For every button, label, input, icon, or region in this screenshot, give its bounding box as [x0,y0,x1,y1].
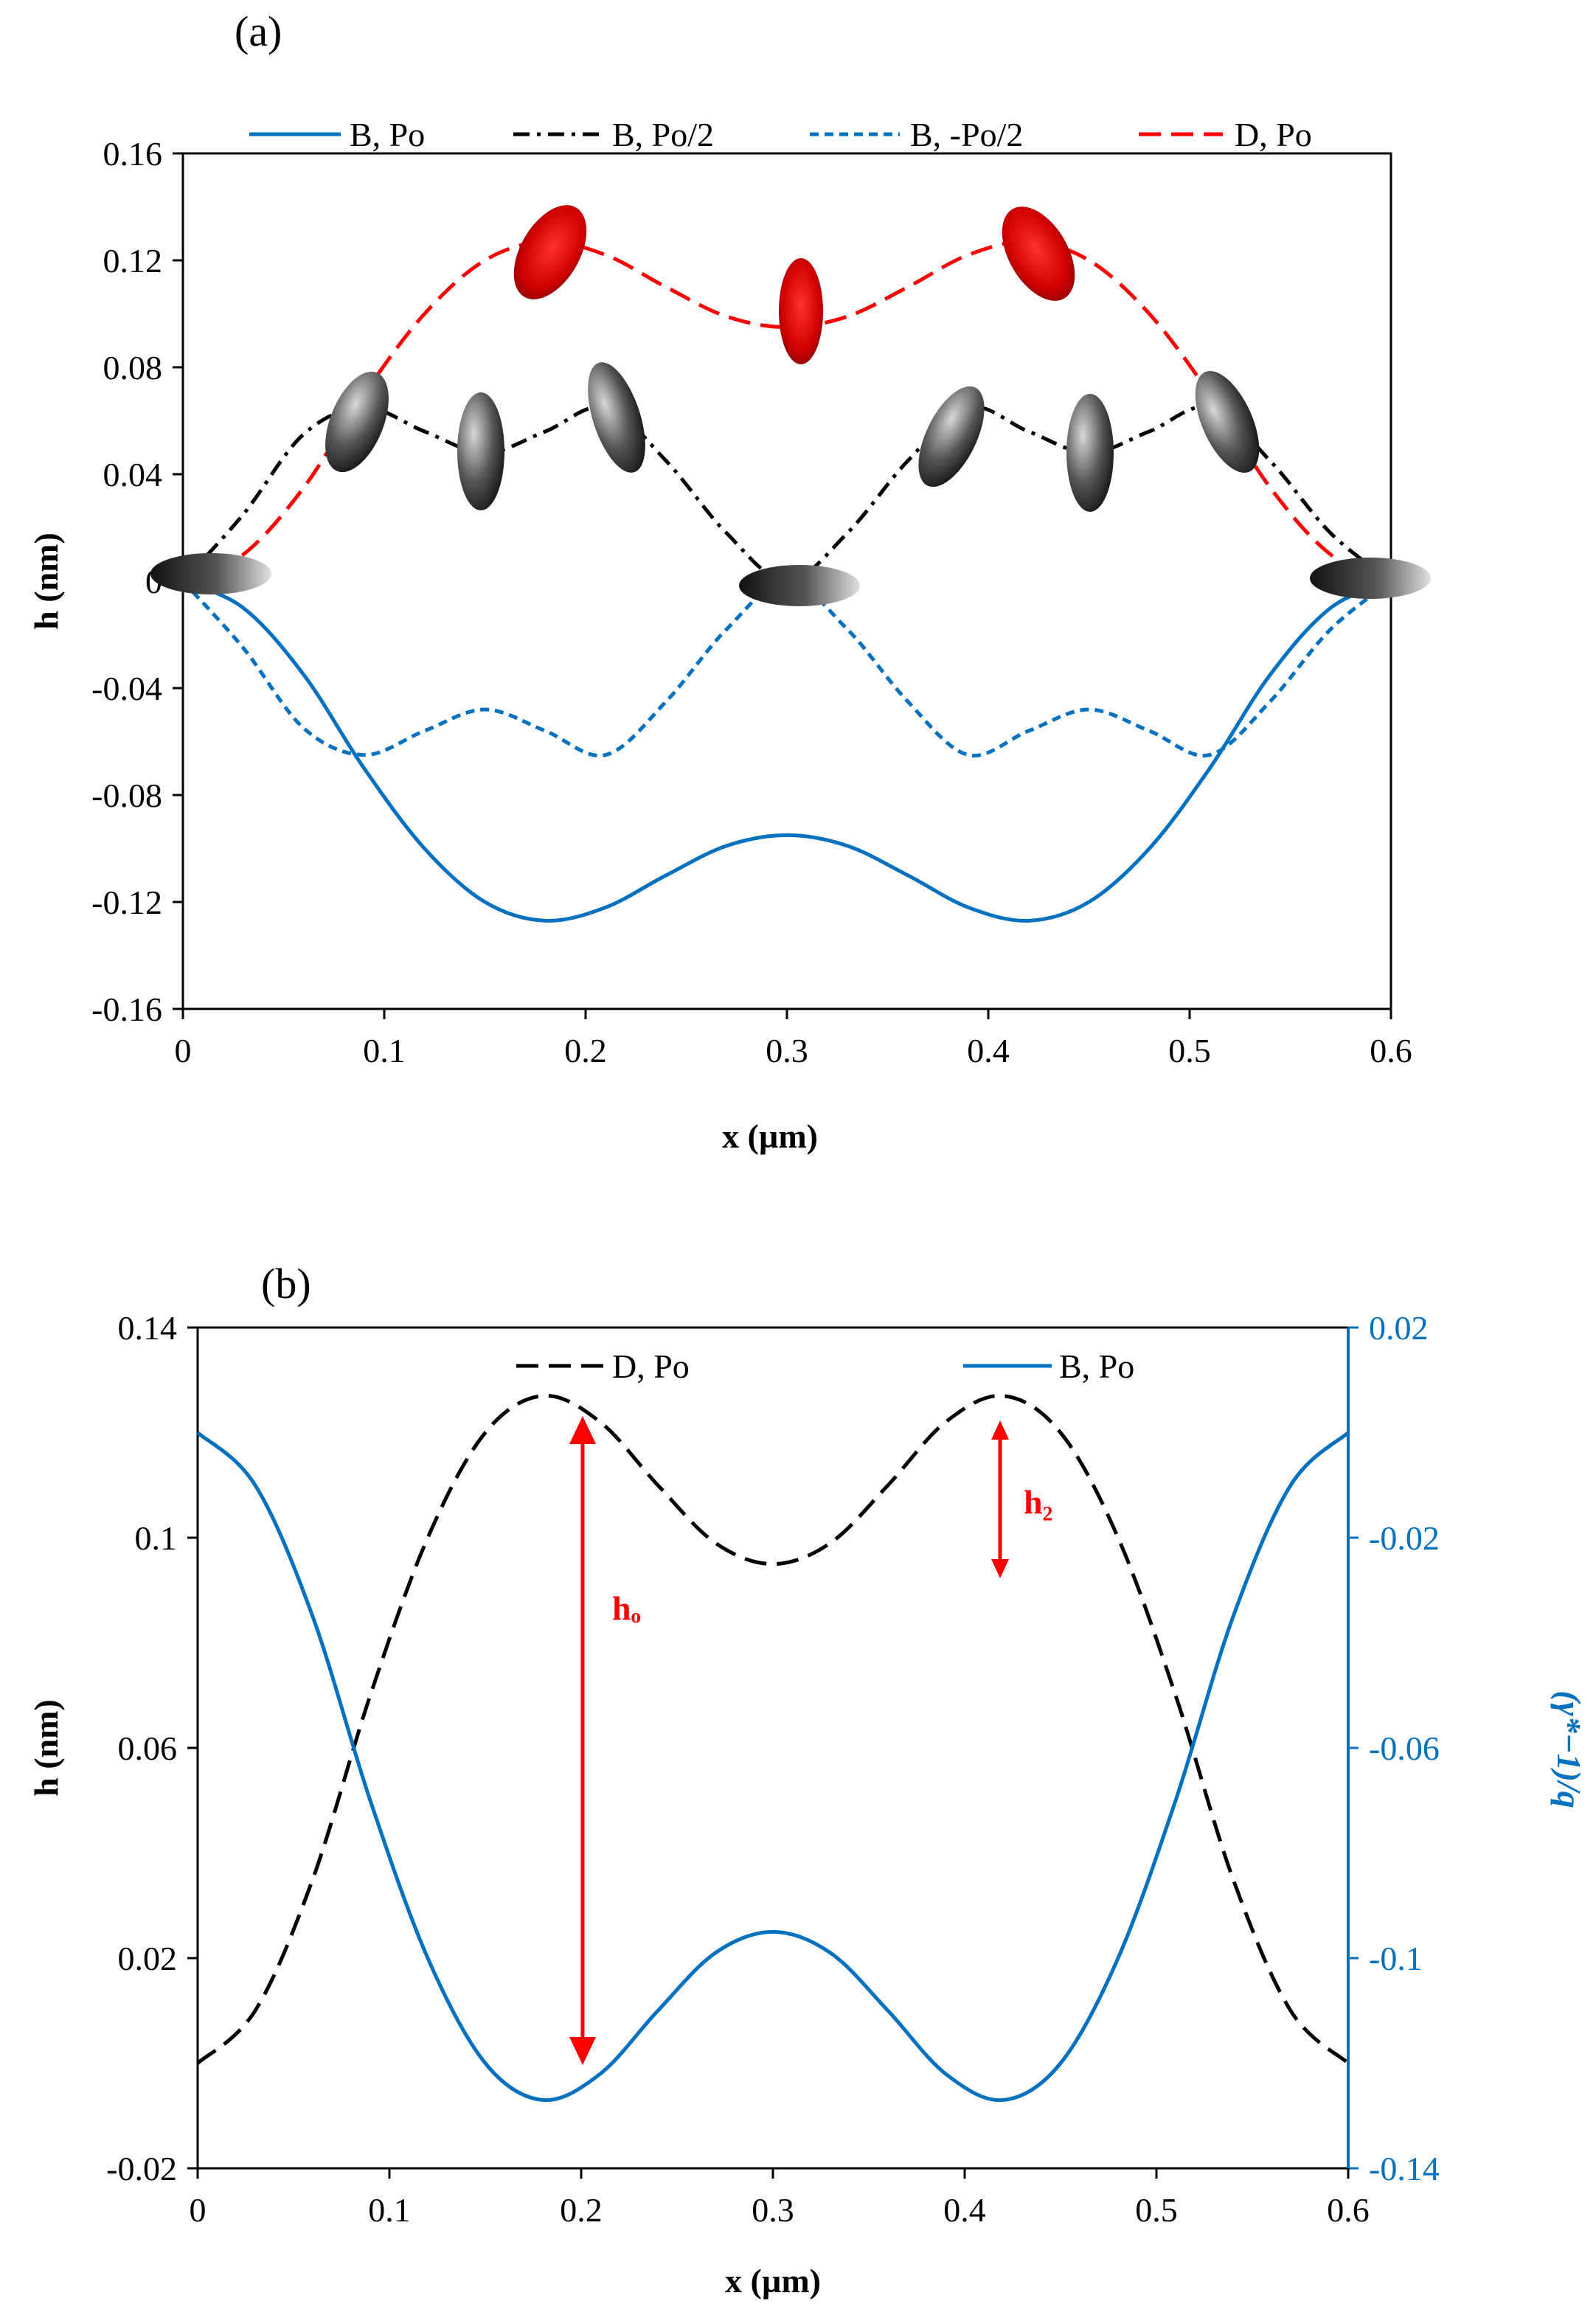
y-tick-label: -0.16 [91,990,162,1028]
x-tick-label: 0.3 [752,2191,794,2229]
molecule-tilted [1195,370,1260,473]
molecule-upright [1066,394,1114,512]
h2-arrow-head-up [991,1420,1009,1440]
molecule-flat [739,565,860,606]
y-tick-label: 0.14 [118,1309,178,1347]
y-tick-label: 0.1 [135,1519,178,1557]
panel-a-x-axis-title: x (µm) [722,1117,818,1155]
molecule-red [779,258,823,364]
y-tick-label: 0.04 [103,456,163,493]
series-line-b-po [181,579,1392,923]
panel-b-label: (b) [261,1260,311,1308]
panel-b-annotations: hₒ h₂ [569,1416,1052,2065]
panel-a-x-ticks: 0 0.1 0.2 0.3 0.4 0.5 0.6 [175,1009,1412,1069]
molecule-flat [1310,558,1431,599]
panel-a-label: (a) [235,7,282,55]
y-tick-label: 0.08 [103,349,163,386]
molecule-tilted [918,386,985,487]
series-line-b-po [196,1431,1350,2103]
h2-label: h₂ [1024,1483,1052,1521]
y-tick-label: 0.16 [103,135,163,173]
legend-a-label-b-po: B, Po [350,116,425,153]
h2-arrow-head-down [991,1559,1009,1578]
x-tick-label: 0 [190,2191,207,2229]
h0-arrow-head-up [569,1416,596,1444]
y-tick-label: 0.02 [118,1940,178,1977]
y2-tick-label: -0.02 [1369,1519,1440,1557]
legend-a-label-d-po: D, Po [1235,116,1312,153]
panel-b-plot-frame [196,1326,1350,2170]
panel-b-y2-ticks: 0.02 -0.02 -0.06 -0.1 -0.14 [1348,1309,1440,2187]
molecule-red [1002,207,1075,301]
y-tick-label: -0.04 [91,670,162,707]
series-line-b-po-2 [181,579,1392,758]
x-tick-label: 0.5 [1168,1032,1211,1069]
x-tick-label: 0.6 [1327,2191,1370,2229]
h0-arrow-head-down [569,2037,596,2065]
panel-a-molecules [150,205,1431,606]
x-tick-label: 0.1 [363,1032,406,1069]
x-tick-label: 0.3 [766,1032,808,1069]
y-tick-label: -0.02 [106,2150,177,2187]
y2-tick-label: -0.1 [1369,1940,1423,1977]
series-line-d-po [196,1393,1350,2065]
panel-b-y2-axis-title: (γ*−1)/q [1550,1690,1588,1808]
panel-b-y-ticks: 0.14 0.1 0.06 0.02 -0.02 [106,1309,198,2187]
legend-a-label-b-neg-po2: B, -Po/2 [910,116,1023,153]
x-tick-label: 0.1 [368,2191,411,2229]
x-tick-label: 0 [175,1032,192,1069]
x-tick-label: 0.4 [967,1032,1010,1069]
y2-tick-label: 0.02 [1369,1309,1429,1347]
x-tick-label: 0.4 [943,2191,986,2229]
panel-a: (a) B, Po B, Po/2 B, -Po/2 D, Po 0.16 0.1… [27,7,1431,1155]
molecule-tilted [588,362,645,473]
molecule-red [513,205,587,299]
legend-b-label-d-po: D, Po [612,1347,690,1385]
legend-b-label-b-po: B, Po [1059,1347,1134,1385]
y-tick-label: 0.06 [118,1729,178,1767]
panel-a-legend: B, Po B, Po/2 B, -Po/2 D, Po [249,116,1312,153]
molecule-flat [150,553,271,594]
panel-a-y-ticks: 0.160.120.080.040-0.04-0.08-0.12-0.16 [91,135,183,1028]
y-tick-label: -0.12 [91,884,162,921]
panel-b-series [196,1393,1350,2103]
molecule-upright [457,392,504,510]
y2-tick-label: -0.14 [1369,2150,1440,2187]
x-tick-label: 0.2 [560,2191,603,2229]
panel-b-x-ticks: 0 0.1 0.2 0.3 0.4 0.5 0.6 [190,2168,1370,2229]
legend-a-label-b-po2: B, Po/2 [612,116,714,153]
panel-b-y-axis-title: h (nm) [27,1699,65,1797]
y-tick-label: -0.08 [91,777,162,814]
x-tick-label: 0.2 [564,1032,607,1069]
x-tick-label: 0.5 [1135,2191,1178,2229]
molecule-tilted [325,371,389,473]
panel-b: (b) D, Po B, Po 0.14 0.1 0.06 0.02 -0.02 0.0… [27,1260,1588,2300]
panel-a-y-axis-title: h (nm) [27,532,65,630]
panel-b-legend: D, Po B, Po [516,1347,1134,1385]
panel-b-x-axis-title: x (µm) [725,2262,821,2300]
x-tick-label: 0.6 [1370,1032,1412,1069]
h0-label: hₒ [612,1589,641,1627]
y-tick-label: 0.12 [103,242,163,280]
y2-tick-label: -0.06 [1369,1729,1440,1767]
